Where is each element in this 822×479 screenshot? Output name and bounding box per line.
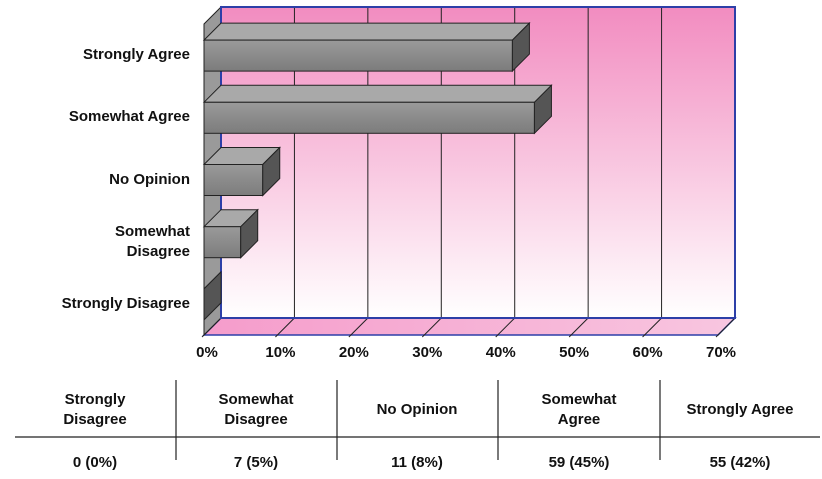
x-tick-label: 50% [559, 344, 590, 361]
table-lines [15, 380, 820, 460]
y-tick-label: Strongly Agree [83, 46, 190, 64]
x-tick-label: 10% [265, 344, 296, 361]
bar-end [262, 146, 281, 197]
x-tick-label: 40% [485, 344, 516, 361]
tick-mark [495, 317, 516, 338]
bar-front [203, 164, 264, 196]
table-header: Somewhat Disagree [218, 391, 294, 428]
tick-mark [642, 317, 662, 338]
table-cell: 59 (45%) [548, 454, 610, 471]
table-cell: 55 (42%) [709, 454, 771, 471]
table-header: Somewhat Agree [541, 391, 617, 428]
tick-mark [348, 317, 369, 338]
bar [202, 21, 531, 73]
floor [202, 317, 737, 336]
bar-end [203, 270, 222, 322]
table-cell: 11 (8%) [391, 454, 443, 471]
bars [202, 21, 553, 322]
table-cell: 7 (5%) [233, 454, 279, 471]
bar [202, 208, 259, 259]
y-tick-label: Somewhat Agree [68, 108, 190, 126]
bar-front [203, 226, 242, 259]
tick-mark [715, 317, 736, 338]
bar-end [533, 84, 552, 135]
bar-front [203, 39, 513, 72]
tick-mark [201, 317, 222, 338]
y-tick-label: Strongly Disagree [61, 294, 190, 312]
y-tick-label: Somewhat Disagree [114, 222, 190, 260]
x-tick-label: 20% [338, 344, 369, 361]
tick-mark [275, 317, 295, 338]
x-tick-label: 0% [196, 344, 218, 361]
tick-mark [421, 317, 442, 338]
bar [202, 146, 281, 197]
tick-mark [568, 317, 589, 338]
bar [202, 84, 553, 135]
x-tick-label: 70% [705, 344, 737, 361]
x-tick-label: 60% [632, 344, 663, 361]
bar-end [511, 21, 530, 73]
x-tick-label: 30% [412, 344, 443, 361]
table-header: Strongly Agree [686, 401, 794, 418]
bar-top [202, 84, 553, 103]
bar [203, 270, 222, 322]
table-cell: 0 (0%) [72, 454, 118, 471]
table-header: No Opinion [376, 401, 458, 418]
bar-top [202, 22, 531, 41]
table-header: Strongly Disagree [63, 391, 127, 428]
y-tick-label: No Opinion [109, 170, 190, 188]
bar-front [203, 101, 535, 134]
bar-end [240, 208, 259, 259]
